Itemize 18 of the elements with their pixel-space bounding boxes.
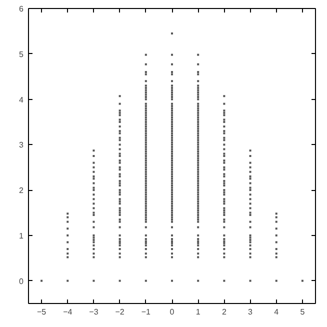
x-tick-label: 0	[170, 308, 175, 316]
x-tick-label: −1	[141, 308, 152, 316]
y-tick-label: 4	[19, 95, 24, 104]
x-tick-label: 3	[248, 308, 254, 316]
x-tick-label: −2	[115, 308, 125, 316]
y-tick-label: 3	[19, 140, 24, 150]
y-tick-label: 5	[19, 50, 24, 59]
y-tick-label: 0	[19, 276, 24, 286]
x-tick-label: −5	[36, 308, 47, 316]
x-tick-label: −3	[89, 308, 99, 316]
x-tick-label: 5	[300, 308, 306, 316]
x-tick-label: 2	[222, 308, 227, 316]
x-tick-label: 1	[196, 308, 201, 316]
y-tick-label: 2	[19, 186, 24, 196]
x-tick-label: −4	[63, 308, 73, 316]
y-tick-label: 1	[19, 231, 24, 240]
y-tick-label: 6	[19, 4, 24, 14]
x-tick-label: 4	[274, 308, 280, 316]
